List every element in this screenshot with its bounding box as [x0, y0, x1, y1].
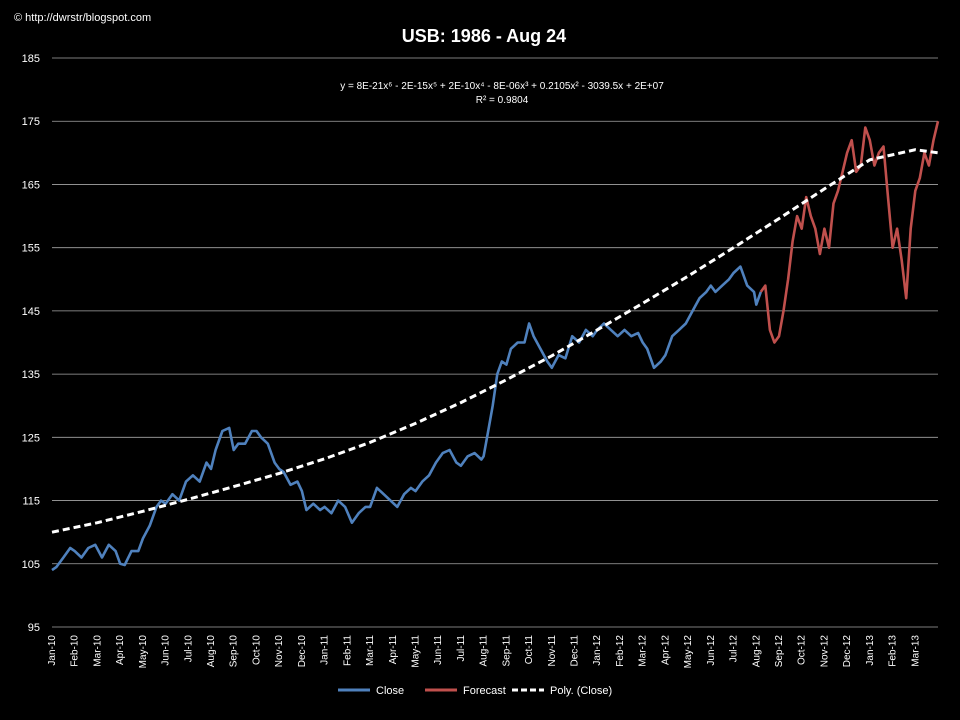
x-tick-label: Feb-13: [888, 635, 899, 667]
x-tick-label: Dec-11: [570, 635, 581, 667]
series-lines: [51, 120, 940, 572]
y-tick-label: 175: [22, 116, 40, 128]
y-tick-label: 185: [22, 53, 40, 65]
series-line-close: [51, 265, 763, 572]
x-tick-label: Jun-11: [433, 635, 444, 665]
legend-label: Close: [376, 685, 404, 697]
x-tick-label: Mar-11: [365, 635, 376, 666]
x-tick-label: Jun-10: [161, 635, 172, 666]
y-tick-label: 95: [28, 622, 40, 634]
x-tick-label: Jul-11: [456, 635, 467, 662]
y-tick-label: 165: [22, 179, 40, 191]
legend-label: Forecast: [463, 685, 506, 697]
y-tick-label: 125: [22, 432, 40, 444]
x-tick-label: Apr-10: [115, 635, 126, 665]
x-tick-label: Feb-11: [342, 635, 353, 666]
x-tick-label: Jul-10: [183, 635, 194, 663]
x-tick-label: Mar-12: [638, 635, 649, 667]
x-tick-label: Jun-12: [706, 635, 717, 666]
x-tick-label: Sep-12: [774, 635, 785, 668]
x-tick-label: Jan-11: [320, 635, 331, 665]
x-tick-label: Nov-12: [819, 635, 830, 668]
series-line-poly: [51, 148, 939, 534]
y-tick-label: 155: [22, 243, 40, 255]
series-line-forecast: [759, 120, 940, 344]
x-tick-label: May-10: [138, 635, 149, 669]
x-tick-label: Jan-10: [47, 635, 58, 666]
legend-label: Poly. (Close): [550, 685, 612, 697]
y-tick-label: 135: [22, 369, 40, 381]
x-tick-label: Aug-10: [206, 635, 217, 668]
x-tick-label: Jan-12: [592, 635, 603, 666]
x-tick-label: Sep-10: [229, 635, 240, 668]
trendline-r-squared: R² = 0.9804: [476, 95, 529, 106]
x-axis: Jan-10 Feb-10 Mar-10 Apr-10 May-10 Jun-10 Jul-…: [47, 635, 921, 669]
x-tick-label: Mar-10: [92, 635, 103, 667]
x-tick-label: Oct-12: [797, 635, 808, 665]
x-tick-label: Dec-12: [842, 635, 853, 668]
x-tick-label: Feb-10: [70, 635, 81, 667]
x-tick-label: Aug-11: [479, 635, 490, 667]
y-tick-label: 115: [22, 496, 40, 508]
credit-text: © http://dwrstr/blogspot.com: [14, 12, 152, 24]
x-tick-label: Feb-12: [615, 635, 626, 667]
y-tick-label: 145: [22, 306, 40, 318]
trendline-equation: y = 8E-21x⁶ - 2E-15x⁵ + 2E-10x⁴ - 8E-06x…: [340, 81, 664, 92]
x-tick-label: May-11: [410, 635, 421, 668]
x-tick-label: Jul-12: [729, 635, 740, 663]
x-tick-label: Apr-11: [388, 635, 399, 665]
x-tick-label: Aug-12: [751, 635, 762, 668]
x-tick-label: Apr-12: [660, 635, 671, 665]
x-tick-label: Nov-10: [274, 635, 285, 668]
x-tick-label: Mar-13: [910, 635, 921, 667]
x-tick-label: Jan-13: [865, 635, 876, 666]
legend: Close Forecast Poly. (Close): [338, 685, 612, 697]
chart-title: USB: 1986 - Aug 24: [402, 26, 566, 46]
x-tick-label: Sep-11: [501, 635, 512, 667]
x-tick-label: Oct-11: [524, 635, 535, 665]
y-tick-label: 105: [22, 559, 40, 571]
x-tick-label: May-12: [683, 635, 694, 669]
x-tick-label: Dec-10: [297, 635, 308, 668]
x-tick-label: Nov-11: [547, 635, 558, 667]
gridlines: [52, 57, 938, 628]
x-tick-label: Oct-10: [251, 635, 262, 665]
y-axis: 95 105 115 125 135 145 155 165 175 185: [22, 53, 40, 634]
